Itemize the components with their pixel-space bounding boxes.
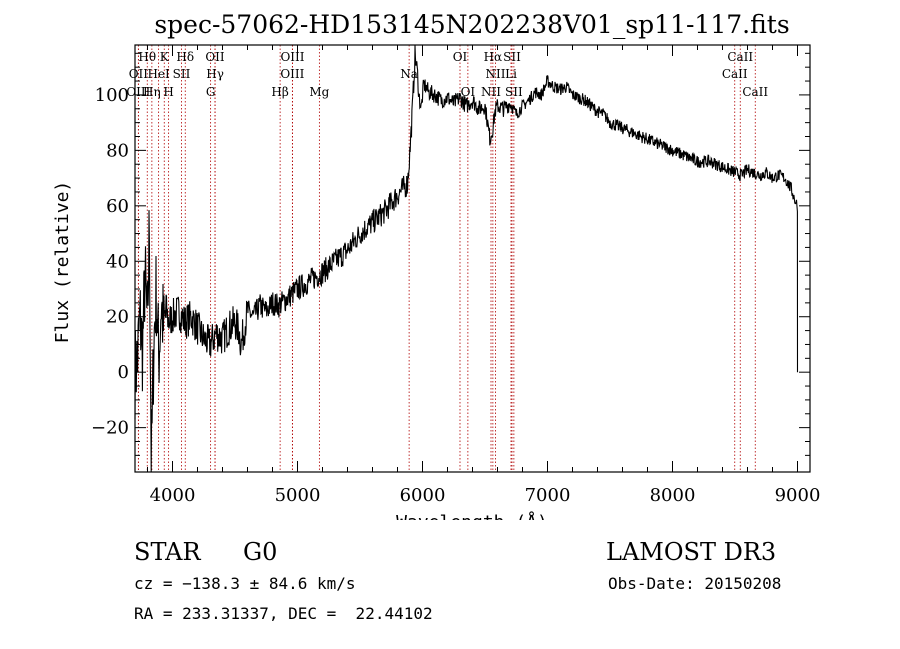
y-tick-label-100: 100 (95, 85, 129, 106)
object-subclass: G0 (243, 538, 278, 566)
chart-title: spec-57062-HD153145N202238V01_sp11-117.f… (154, 10, 789, 39)
y-tick-label-40: 40 (106, 251, 129, 272)
line-label-12: Hγ (206, 67, 224, 81)
y-tick-label-0: 0 (118, 362, 129, 383)
line-label-22: Hβ (271, 85, 288, 99)
line-label-21: G (206, 85, 216, 99)
line-label-1: K (160, 50, 170, 64)
axis-ticks (135, 45, 810, 472)
line-label-24: OI (461, 85, 476, 99)
line-label-13: OIII (280, 67, 304, 81)
line-label-19: Hη (143, 85, 161, 99)
line-label-6: Hα (484, 50, 503, 64)
spectral-line-markers (137, 45, 756, 472)
line-label-16: Li (505, 67, 517, 81)
spectrum-chart: spec-57062-HD153145N202238V01_sp11-117.f… (52, 10, 820, 520)
y-tick-label-60: 60 (106, 196, 129, 217)
obs-date: Obs-Date: 20150208 (608, 574, 782, 593)
x-axis-title: Wavelength (Å) (396, 511, 548, 520)
line-label-25: NII (481, 85, 501, 99)
line-label-20: H (163, 85, 173, 99)
line-label-14: Na (400, 67, 418, 81)
coordinates: RA = 233.31337, DEC = 22.44102 (134, 604, 433, 623)
x-tick-label-5000: 5000 (275, 485, 321, 506)
line-label-27: CaII (742, 85, 768, 99)
line-label-2: Hδ (176, 50, 194, 64)
x-tick-label-4000: 4000 (150, 485, 196, 506)
axis-tick-labels: 4000 5000 6000 7000 8000 9000 −20 0 20 40 60 80 100 (91, 85, 820, 506)
y-tick-label-20: 20 (106, 307, 129, 328)
line-label-3: OII (205, 50, 225, 64)
line-label-4: OIII (280, 50, 304, 64)
line-label-17: CaII (722, 67, 748, 81)
line-label-7: SII (503, 50, 521, 64)
y-tick-label--20: −20 (91, 418, 129, 439)
line-label-10: HeI (147, 67, 170, 81)
line-label-23: Mg (309, 85, 329, 99)
line-label-18: OIII (126, 85, 150, 99)
line-label-9: OII (129, 67, 149, 81)
line-label-15: NII (486, 67, 506, 81)
line-label-8: CaII (727, 50, 753, 64)
x-tick-label-9000: 9000 (775, 485, 821, 506)
redshift-readout: cz = −138.3 ± 84.6 km/s (134, 574, 356, 593)
line-label-0: Hθ (138, 50, 156, 64)
object-class: STAR (134, 538, 201, 566)
spectrum-line (134, 44, 799, 473)
y-axis-title: Flux (relative) (52, 181, 73, 344)
plot-frame (134, 44, 811, 473)
x-tick-label-7000: 7000 (525, 485, 571, 506)
line-label-5: OI (453, 50, 468, 64)
line-label-11: SII (173, 67, 191, 81)
line-label-26: SII (505, 85, 523, 99)
x-tick-label-6000: 6000 (400, 485, 446, 506)
survey-label: LAMOST DR3 (606, 538, 777, 566)
x-tick-label-8000: 8000 (650, 485, 696, 506)
y-tick-label-80: 80 (106, 140, 129, 161)
